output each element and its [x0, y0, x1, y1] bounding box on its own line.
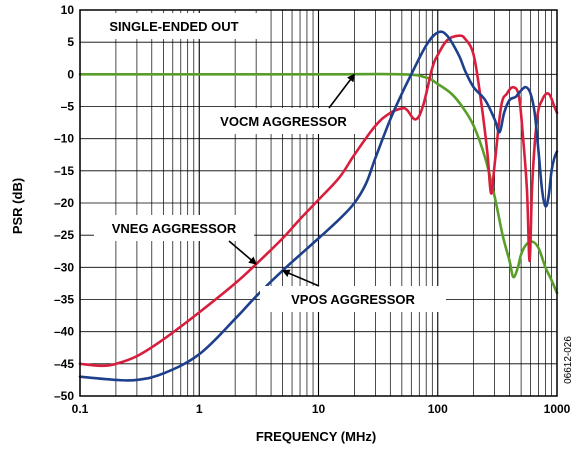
annotation-vneg-aggressor: VNEG AGGRESSOR — [112, 221, 237, 236]
series-line-vocm-aggressor — [78, 72, 559, 295]
annotation-box-vpos-aggressor — [260, 286, 446, 312]
plot-frame — [79, 9, 558, 397]
y-tick-label: –5 — [61, 100, 75, 114]
annotation-vpos-aggressor: VPOS AGGRESSOR — [291, 292, 415, 307]
y-tick-label: –30 — [54, 260, 74, 274]
y-tick-label: –10 — [54, 132, 74, 146]
x-tick-label: 0.1 — [72, 402, 89, 416]
annotation-vocm-aggressor: VOCM AGGRESSOR — [220, 114, 347, 129]
annotation-box-vneg-aggressor — [94, 215, 254, 241]
y-axis-title: PSR (dB) — [10, 178, 25, 234]
y-tick-label: –50 — [54, 389, 74, 403]
annotation-box-single-ended-out — [86, 13, 262, 39]
annotation-arrow-vpos-aggressor — [281, 269, 320, 287]
x-tick-label: 1000 — [544, 402, 571, 416]
annotation-arrow-vocm-aggressor — [328, 73, 356, 109]
x-tick-label: 100 — [428, 402, 448, 416]
y-tick-label: 5 — [67, 35, 74, 49]
annotation-single-ended-out: SINGLE-ENDED OUT — [109, 19, 238, 34]
y-tick-label: 0 — [67, 67, 74, 81]
x-tick-label: 10 — [312, 402, 326, 416]
y-tick-label: –45 — [54, 357, 74, 371]
y-tick-label: –35 — [54, 293, 74, 307]
annotations: SINGLE-ENDED OUT VOCM AGGRESSOR VNEG AGGRE… — [86, 13, 446, 312]
annotation-box-vocm-aggressor — [203, 108, 364, 134]
tick-labels: 10 5 0 –5 –10 –15 –20 –25 –30 –35 –40 –45 –500.1 1 10 1… — [54, 3, 571, 416]
annotation-arrow-vneg-aggressor — [228, 240, 257, 265]
y-tick-label: –20 — [54, 196, 74, 210]
y-tick-label: –40 — [54, 325, 74, 339]
x-tick-label: 1 — [196, 402, 203, 416]
grid — [79, 9, 557, 397]
y-tick-label: –25 — [54, 228, 74, 242]
figure-id: 06612-026 — [563, 336, 574, 384]
y-tick-label: –15 — [54, 164, 74, 178]
y-tick-label: 10 — [61, 3, 75, 17]
x-axis-title: FREQUENCY (MHz) — [256, 429, 376, 444]
